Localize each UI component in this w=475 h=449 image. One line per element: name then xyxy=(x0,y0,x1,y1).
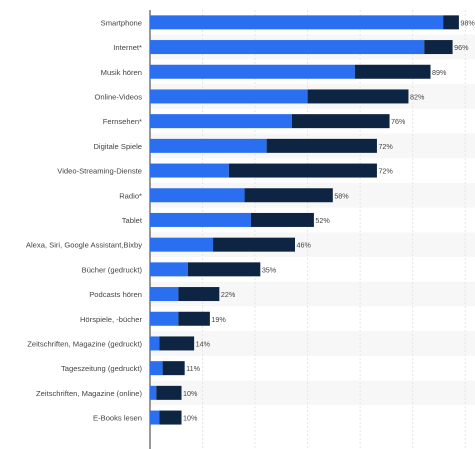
category-label: Smartphone xyxy=(101,18,142,27)
category-label: Fernsehen* xyxy=(103,117,142,126)
bar-segment-primary xyxy=(150,64,355,79)
bar-segment-secondary xyxy=(187,262,261,277)
category-label: Podcasts hören xyxy=(89,290,142,299)
bar-segment-secondary xyxy=(266,138,377,153)
data-label: 82% xyxy=(410,92,425,101)
bar-segment-primary xyxy=(150,287,179,302)
bar-segment-secondary xyxy=(424,40,453,55)
bar-segment-primary xyxy=(150,237,214,252)
bar-segment-secondary xyxy=(156,385,182,400)
category-label: Tablet xyxy=(122,216,143,225)
bar-segment-secondary xyxy=(213,237,295,252)
bar-segment-secondary xyxy=(443,15,459,30)
category-label: Zeitschriften, Magazine (gedruckt) xyxy=(27,339,142,348)
category-label: Zeitschriften, Magazine (online) xyxy=(36,389,142,398)
data-label: 76% xyxy=(391,117,406,126)
row-stripe xyxy=(150,380,475,406)
data-label: 72% xyxy=(378,142,393,151)
bar-segment-primary xyxy=(150,163,229,178)
bar-segment-secondary xyxy=(162,361,185,376)
data-label: 46% xyxy=(296,241,311,250)
category-label: E-Books lesen xyxy=(93,414,142,423)
bar-segment-secondary xyxy=(159,410,182,425)
bar-segment-primary xyxy=(150,89,308,104)
data-label: 10% xyxy=(183,414,198,423)
bar-segment-secondary xyxy=(159,336,195,351)
bar-segment-secondary xyxy=(354,64,431,79)
data-label: 11% xyxy=(186,364,200,373)
bar-segment-secondary xyxy=(178,311,210,326)
data-label: 72% xyxy=(378,167,393,176)
category-label: Hörspiele, -bücher xyxy=(80,315,143,324)
category-label: Alexa, Siri, Google Assistant,Bixby xyxy=(26,241,142,250)
category-label: Video-Streaming-Dienste xyxy=(57,167,142,176)
category-label: Bücher (gedruckt) xyxy=(82,265,143,274)
category-label: Tageszeitung (gedruckt) xyxy=(61,364,143,373)
bar-segment-primary xyxy=(150,262,188,277)
data-label: 98% xyxy=(460,18,475,27)
category-label: Online-Videos xyxy=(94,92,142,101)
data-label: 14% xyxy=(196,339,211,348)
category-label: Radio* xyxy=(119,191,142,200)
data-label: 89% xyxy=(432,68,447,77)
row-stripe xyxy=(150,331,475,356)
data-label: 52% xyxy=(315,216,330,225)
bar-segment-primary xyxy=(150,40,425,55)
bar-segment-secondary xyxy=(307,89,409,104)
bar-segment-primary xyxy=(150,114,292,129)
bar-segment-primary xyxy=(150,410,160,425)
bar-segment-secondary xyxy=(291,114,390,129)
bar-segment-primary xyxy=(150,138,267,153)
category-label: Musik hören xyxy=(101,68,142,77)
bar-segment-primary xyxy=(150,212,251,227)
category-label: Internet* xyxy=(113,43,142,52)
bar-segment-primary xyxy=(150,311,179,326)
bar-segment-primary xyxy=(150,385,157,400)
data-label: 22% xyxy=(221,290,236,299)
bar-segment-primary xyxy=(150,336,160,351)
category-label: Digitale Spiele xyxy=(93,142,142,151)
bar-segment-secondary xyxy=(250,212,314,227)
data-label: 58% xyxy=(334,191,349,200)
data-label: 35% xyxy=(262,265,277,274)
bar-segment-secondary xyxy=(244,188,333,203)
bar-segment-secondary xyxy=(178,287,220,302)
data-label: 96% xyxy=(454,43,469,52)
bar-segment-primary xyxy=(150,15,444,30)
bar-segment-primary xyxy=(150,361,163,376)
bar-segment-primary xyxy=(150,188,245,203)
bar-segment-secondary xyxy=(228,163,377,178)
data-label: 10% xyxy=(183,389,198,398)
data-label: 19% xyxy=(211,315,226,324)
